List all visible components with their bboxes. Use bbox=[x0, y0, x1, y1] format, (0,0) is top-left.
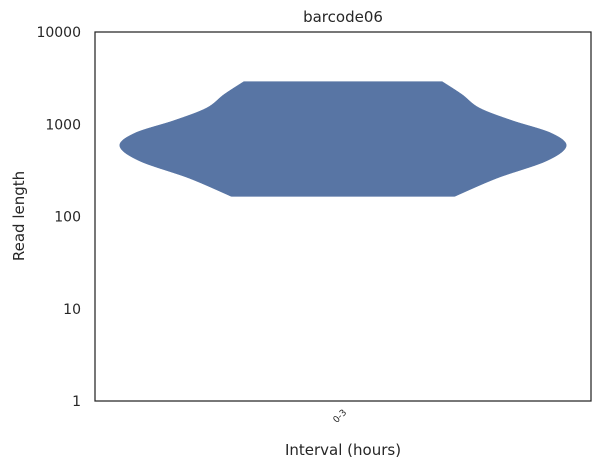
x-tick-labels: 0-3 bbox=[332, 408, 349, 425]
y-axis-label: Read length bbox=[10, 171, 28, 261]
x-axis-label: Interval (hours) bbox=[285, 441, 401, 459]
y-tick-label: 1 bbox=[72, 394, 81, 410]
chart-title: barcode06 bbox=[303, 8, 383, 26]
y-tick-labels: 1 10 100 1000 10000 bbox=[36, 25, 81, 410]
plot-frame bbox=[94, 31, 592, 402]
violin-body bbox=[119, 81, 567, 197]
y-tick-label: 100 bbox=[54, 210, 81, 226]
x-tick-label: 0-3 bbox=[332, 408, 349, 425]
y-tick-label: 1000 bbox=[45, 117, 81, 133]
y-tick-label: 10 bbox=[63, 302, 81, 318]
y-tick-label: 10000 bbox=[36, 25, 81, 41]
violin-layer bbox=[119, 81, 567, 197]
